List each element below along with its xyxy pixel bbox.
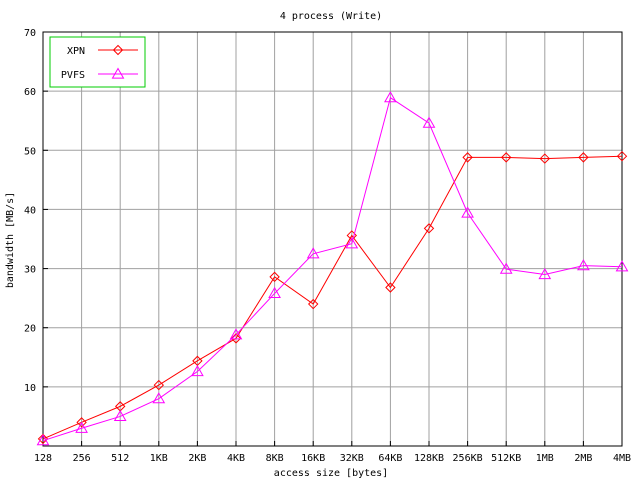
series-line — [42, 155, 623, 440]
grid-lines — [42, 31, 623, 446]
x-tick-label: 512KB — [491, 453, 521, 464]
data-point-triangle — [577, 259, 590, 271]
y-tick-label: 70 — [24, 28, 36, 39]
legend-label: XPN — [67, 46, 85, 57]
data-point-diamond — [153, 379, 165, 391]
data-point-diamond — [385, 282, 396, 293]
y-tick-label: 50 — [24, 146, 36, 157]
legend: XPN PVFS — [49, 36, 146, 88]
data-point-diamond — [269, 271, 280, 283]
x-tick-label: 32KB — [340, 453, 364, 464]
x-tick-label: 128KB — [414, 453, 444, 464]
y-tick-label: 10 — [24, 383, 36, 394]
x-tick-label: 256KB — [453, 453, 483, 464]
legend-box — [49, 36, 146, 88]
x-tick-label: 128 — [34, 453, 52, 464]
data-point-triangle — [75, 421, 88, 433]
data-point-diamond — [578, 152, 589, 163]
x-tick-label: 2KB — [188, 453, 206, 464]
chart-title: 4 process (Write) — [280, 11, 382, 22]
x-tick-label: 8KB — [266, 453, 284, 464]
data-point-diamond — [423, 223, 435, 234]
plot-frame — [42, 31, 623, 447]
legend-label: PVFS — [61, 70, 85, 81]
data-point-triangle — [229, 328, 243, 340]
data-point-triangle — [306, 247, 320, 259]
x-tick-label: 4MB — [613, 453, 631, 464]
data-point-diamond — [462, 152, 473, 163]
x-axis-label: access size [bytes] — [274, 468, 388, 479]
data-point-diamond — [37, 433, 49, 445]
data-point-triangle — [538, 267, 552, 280]
y-tick-label: 20 — [24, 324, 36, 335]
data-point-diamond — [500, 152, 512, 163]
data-point-diamond — [230, 333, 242, 344]
series-xpn — [37, 150, 628, 445]
data-point-triangle — [152, 392, 166, 404]
data-point-triangle — [461, 206, 474, 218]
data-series — [36, 91, 629, 446]
data-point-triangle — [384, 91, 397, 103]
x-tick-label: 64KB — [378, 453, 402, 464]
data-point-triangle — [191, 364, 204, 377]
data-point-diamond — [539, 153, 551, 164]
y-axis-label: bandwidth [MB/s] — [5, 192, 16, 288]
x-tick-label: 16KB — [301, 453, 325, 464]
y-tick-label: 30 — [24, 265, 36, 276]
data-point-triangle — [268, 286, 281, 299]
x-tick-label: 512 — [111, 453, 129, 464]
data-point-triangle — [499, 262, 513, 274]
data-point-triangle — [113, 409, 127, 422]
data-point-triangle — [422, 116, 436, 128]
data-point-triangle — [345, 237, 359, 249]
data-point-triangle — [615, 260, 629, 272]
series-line — [42, 96, 623, 442]
x-tick-label: 2MB — [574, 453, 592, 464]
x-tick-label: 1MB — [536, 453, 554, 464]
data-point-diamond — [76, 417, 87, 428]
data-point-diamond — [616, 150, 628, 162]
x-tick-label: 256 — [73, 453, 91, 464]
data-point-diamond — [307, 298, 319, 310]
y-tick-label: 40 — [24, 205, 36, 216]
x-tick-label: 4KB — [227, 453, 245, 464]
series-pvfs — [36, 91, 629, 446]
legend-marker-triangle — [111, 67, 125, 79]
tick-labels: 128 256 512 1KB 2KB 4KB 8KB 16KB 32KB 64KB 128KB 25… — [24, 28, 631, 464]
y-tick-label: 60 — [24, 87, 36, 98]
x-tick-label: 1KB — [150, 453, 168, 464]
data-point-triangle — [36, 434, 50, 446]
legend-marker-diamond — [112, 44, 124, 56]
